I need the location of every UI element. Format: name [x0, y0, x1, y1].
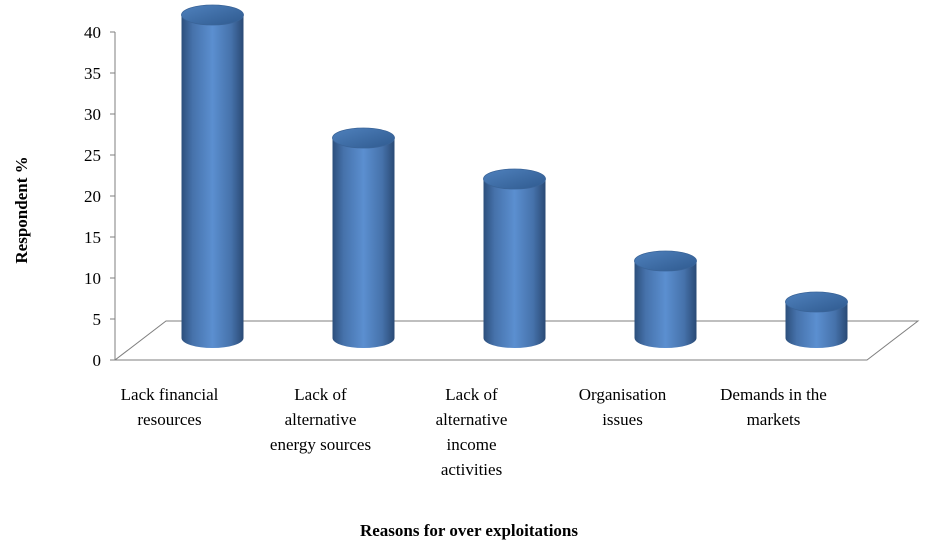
- bar-top: [332, 127, 395, 149]
- x-category-label: Demands in the markets: [720, 385, 827, 429]
- bar-top: [181, 4, 244, 26]
- bars: [181, 4, 848, 348]
- y-tick-label: 40: [84, 23, 101, 42]
- bar-body: [634, 261, 697, 348]
- bar-body: [483, 179, 546, 348]
- y-axis-ticks: 0 5 10 15 20 25 30 35 40: [84, 23, 115, 370]
- y-axis-title: Respondent %: [12, 156, 31, 263]
- x-category-label: Lack financial resources: [121, 385, 219, 429]
- bar-body: [181, 15, 244, 348]
- y-tick-label: 15: [84, 228, 101, 247]
- x-axis-category-labels: Lack financial resources Lack of alternativ…: [121, 385, 827, 479]
- x-axis-title: Reasons for over exploitations: [360, 521, 578, 540]
- bar: [785, 291, 848, 348]
- bar: [181, 4, 244, 348]
- y-tick-label: 0: [93, 351, 102, 370]
- bar: [332, 127, 395, 348]
- bar-body: [785, 302, 848, 348]
- floor-plane: [113, 320, 920, 361]
- bar: [634, 250, 697, 348]
- y-tick-label: 25: [84, 146, 101, 165]
- y-tick-label: 20: [84, 187, 101, 206]
- bar-top: [483, 168, 546, 190]
- bar-body: [332, 138, 395, 348]
- y-tick-label: 35: [84, 64, 101, 83]
- bar-top: [634, 250, 697, 272]
- bar: [483, 168, 546, 348]
- y-tick-label: 10: [84, 269, 101, 288]
- x-category-label: Lack of alternative income activities: [436, 385, 508, 479]
- y-tick-label: 30: [84, 105, 101, 124]
- y-tick-label: 5: [93, 310, 102, 329]
- x-category-label: Lack of alternative energy sources: [270, 385, 371, 454]
- x-category-label: Organisation issues: [579, 385, 667, 429]
- bar-top: [785, 291, 848, 313]
